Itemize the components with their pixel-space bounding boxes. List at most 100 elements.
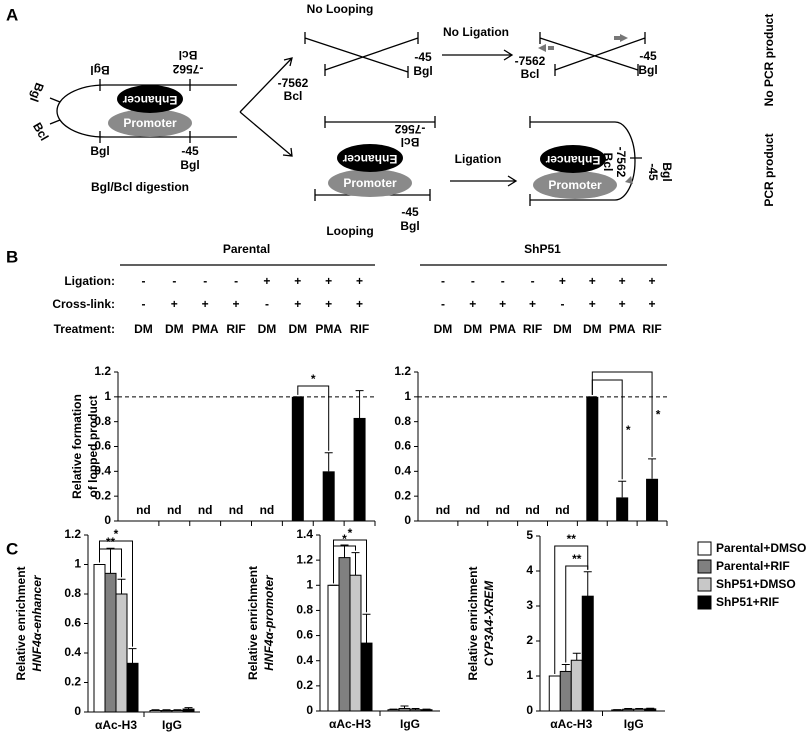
site-label: Bcl xyxy=(521,67,540,81)
ligation-label: - xyxy=(203,274,207,288)
crosslink-label: - xyxy=(560,297,564,311)
error-bar xyxy=(646,707,655,709)
x-tick-label: RIF xyxy=(226,322,245,336)
y-tick-label: 0.4 xyxy=(64,645,81,659)
x-tick-label: DM xyxy=(288,322,307,336)
x-tick-label: DM xyxy=(258,322,277,336)
y-tick-label: 1.4 xyxy=(296,527,313,541)
y-axis-label: of lopped product xyxy=(86,396,100,498)
crosslink-label: - xyxy=(141,297,145,311)
error-bar xyxy=(561,663,570,672)
bar xyxy=(420,709,433,712)
error-bar xyxy=(400,705,409,709)
legend-label: ShP51+DMSO xyxy=(716,577,796,591)
bar xyxy=(622,708,635,712)
bar xyxy=(409,709,422,712)
x-tick-label: RIF xyxy=(642,322,661,336)
y-tick-label: 0.6 xyxy=(296,628,313,642)
ligation-label: - xyxy=(471,274,475,288)
ligation-label: + xyxy=(559,274,566,288)
x-tick-label: DM xyxy=(165,322,184,336)
site-label: Bgl xyxy=(27,81,47,104)
promoter-label: Promoter xyxy=(343,176,397,190)
value-label: nd xyxy=(198,503,213,517)
error-bar xyxy=(106,547,115,574)
error-bar xyxy=(635,708,644,710)
site-label: Bgl xyxy=(660,162,674,181)
error-bar xyxy=(583,571,592,597)
ligation-label: - xyxy=(172,274,176,288)
ligation-label: - xyxy=(501,274,505,288)
error-bar xyxy=(324,452,333,472)
enhancer-shape xyxy=(540,145,606,173)
site-label: -45 xyxy=(646,163,660,181)
y-tick-label: 0.4 xyxy=(394,464,411,478)
x-tick-label: DM xyxy=(134,322,153,336)
value-label: nd xyxy=(555,503,570,517)
promoter-label: Promoter xyxy=(123,116,177,130)
error-bar xyxy=(351,552,360,576)
site-label: Bcl xyxy=(179,48,198,62)
chart-title: Parental xyxy=(223,242,270,256)
crosslink-label: + xyxy=(589,297,596,311)
y-tick-label: 2 xyxy=(526,633,533,647)
y-tick-label: 0 xyxy=(104,513,111,527)
promoter-label: Promoter xyxy=(548,178,602,192)
significance-label: * xyxy=(626,423,631,437)
bar xyxy=(581,595,594,712)
y-tick-label: 1 xyxy=(74,557,81,571)
site-label: Bgl xyxy=(90,144,109,158)
significance-bracket xyxy=(565,565,589,663)
significance-label: * xyxy=(114,527,119,541)
bar xyxy=(115,593,128,713)
error-bar xyxy=(117,578,126,594)
error-bar xyxy=(389,708,398,710)
value-label: nd xyxy=(465,503,480,517)
x-tick-label: PMA xyxy=(489,322,516,336)
significance-bracket xyxy=(554,545,589,674)
site-label: Bgl xyxy=(400,219,419,233)
significance-label: * xyxy=(311,372,316,386)
significance-bracket xyxy=(99,540,133,647)
error-bar xyxy=(340,544,349,558)
significance-label: ** xyxy=(567,532,577,546)
legend-label: Parental+RIF xyxy=(716,559,790,573)
error-bar xyxy=(618,480,627,498)
bar xyxy=(387,709,400,712)
x-tick-label: αAc-H3 xyxy=(95,718,137,732)
error-bar xyxy=(648,458,657,479)
legend-swatch xyxy=(697,577,712,592)
y-axis-label: Relative enrichment xyxy=(246,566,260,680)
crosslink-label: + xyxy=(325,297,332,311)
y-tick-label: 0.8 xyxy=(94,414,111,428)
site-label: -7562 xyxy=(278,76,309,90)
legend-label: ShP51+RIF xyxy=(716,595,779,609)
site-label: Bgl xyxy=(180,158,199,172)
y-tick-label: 0.2 xyxy=(64,675,81,689)
x-tick-label: αAc-H3 xyxy=(329,717,371,731)
crosslink-label: + xyxy=(469,297,476,311)
significance-label: * xyxy=(342,532,347,546)
crosslink-label: + xyxy=(529,297,536,311)
panel-label: A xyxy=(6,5,18,24)
bar xyxy=(586,396,599,521)
crosslink-label: + xyxy=(619,297,626,311)
x-tick-label: DM xyxy=(434,322,453,336)
site-tick xyxy=(49,119,61,125)
x-tick-label: PMA xyxy=(315,322,342,336)
error-bar xyxy=(362,613,371,644)
error-bar xyxy=(173,709,182,711)
y-tick-label: 1 xyxy=(404,389,411,403)
y-tick-label: 1 xyxy=(104,389,111,403)
result-label: No PCR product xyxy=(762,14,776,107)
value-label: nd xyxy=(436,503,451,517)
row-label: Cross-link: xyxy=(52,297,115,311)
significance-label: ** xyxy=(106,535,116,549)
y-tick-label: 1.2 xyxy=(296,552,313,566)
bar xyxy=(104,572,117,713)
branch-title: Looping xyxy=(326,224,373,238)
crosslink-label: + xyxy=(649,297,656,311)
y-tick-label: 0.6 xyxy=(64,616,81,630)
x-tick-label: IgG xyxy=(162,718,182,732)
